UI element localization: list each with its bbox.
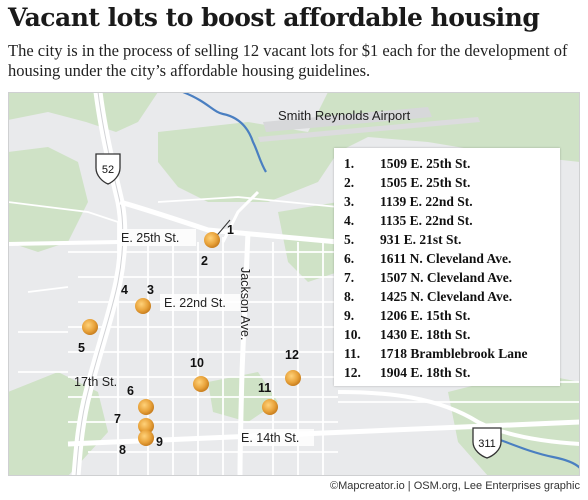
legend-num: 6. <box>344 251 355 266</box>
lot-label-5: 5 <box>78 341 85 355</box>
us52-shield: 52 <box>95 153 121 185</box>
map-credit: ©Mapcreator.io | OSM.org, Lee Enterprise… <box>329 480 580 492</box>
legend-num: 1. <box>344 156 355 171</box>
lot-marker-5 <box>82 319 98 335</box>
legend-num: 8. <box>344 289 355 304</box>
legend-row-5: 5. 931 E. 21st St. <box>344 232 461 251</box>
legend-address: 1425 N. Cleveland Ave. <box>380 289 513 304</box>
lot-label-3: 3 <box>147 283 154 297</box>
legend-num: 7. <box>344 270 355 285</box>
airport-label: Smith Reynolds Airport <box>278 108 411 123</box>
graphic-subtitle: The city is in the process of selling 12… <box>8 41 568 80</box>
lot-marker-11 <box>262 399 278 415</box>
lot-marker-7 <box>138 418 154 434</box>
lot-label-7: 7 <box>114 412 121 426</box>
lot-label-10: 10 <box>190 356 204 370</box>
legend-address: 1718 Bramblebrook Lane <box>380 346 528 361</box>
legend-row-11: 11. 1718 Bramblebrook Lane <box>344 346 528 365</box>
street-label-jackson: Jackson Ave. <box>238 267 252 340</box>
legend-row-4: 4. 1135 E. 22nd St. <box>344 213 473 232</box>
lot-marker-12 <box>285 370 301 386</box>
legend-row-7: 7. 1507 N. Cleveland Ave. <box>344 270 512 289</box>
legend-row-6: 6. 1611 N. Cleveland Ave. <box>344 251 511 270</box>
legend-address: 1509 E. 25th St. <box>380 156 471 171</box>
legend-address: 1139 E. 22nd St. <box>380 194 473 209</box>
lot-marker-1-2 <box>204 232 220 248</box>
legend-row-3: 3. 1139 E. 22nd St. <box>344 194 473 213</box>
graphic-title: Vacant lots to boost affordable housing <box>8 3 540 32</box>
lot-label-4: 4 <box>121 283 128 297</box>
legend-address: 1505 E. 25th St. <box>380 175 471 190</box>
lot-label-11: 11 <box>258 381 271 395</box>
legend-row-2: 2. 1505 E. 25th St. <box>344 175 470 194</box>
legend-num: 10. <box>344 327 361 342</box>
legend-num: 2. <box>344 175 355 190</box>
legend-num: 4. <box>344 213 355 228</box>
lot-label-9: 9 <box>156 435 163 449</box>
us311-shield: 311 <box>472 427 502 459</box>
legend-row-8: 8. 1425 N. Cleveland Ave. <box>344 289 512 308</box>
lot-label-1: 1 <box>227 223 234 237</box>
lot-marker-3-4 <box>135 298 151 314</box>
airport-runway <box>258 107 480 142</box>
legend-row-1: 1. 1509 E. 25th St. <box>344 156 470 175</box>
legend-row-12: 12. 1904 E. 18th St. <box>344 365 470 384</box>
lot-marker-10 <box>193 376 209 392</box>
legend-address: 1611 N. Cleveland Ave. <box>380 251 512 266</box>
legend-num: 9. <box>344 308 355 323</box>
lot-legend: 1. 1509 E. 25th St. 2. 1505 E. 25th St. 3.… <box>334 148 560 386</box>
lot-label-8: 8 <box>119 443 126 457</box>
legend-num: 12. <box>344 365 361 380</box>
lot-marker-8-9 <box>138 430 154 446</box>
street-label-14th: E. 14th St. <box>241 431 299 445</box>
street-label-17th: 17th St. <box>74 375 117 389</box>
street-label-25th: E. 25th St. <box>121 231 179 245</box>
legend-row-9: 9. 1206 E. 15th St. <box>344 308 470 327</box>
legend-num: 3. <box>344 194 355 209</box>
legend-num: 5. <box>344 232 355 247</box>
legend-address: 1135 E. 22nd St. <box>380 213 473 228</box>
us52-shield-label: 52 <box>102 164 114 176</box>
street-label-22nd: E. 22nd St. <box>164 296 226 310</box>
lot-label-2: 2 <box>201 254 208 268</box>
lot-marker-6 <box>138 399 154 415</box>
legend-row-10: 10. 1430 E. 18th St. <box>344 327 470 346</box>
legend-address: 1904 E. 18th St. <box>380 365 471 380</box>
legend-address: 1206 E. 15th St. <box>380 308 471 323</box>
legend-address: 1507 N. Cleveland Ave. <box>380 270 513 285</box>
lot-label-6: 6 <box>127 384 134 398</box>
lot-label-12: 12 <box>285 348 299 362</box>
legend-address: 931 E. 21st St. <box>380 232 462 247</box>
us311-shield-label: 311 <box>478 438 496 450</box>
legend-num: 11. <box>344 346 361 361</box>
lot-markers <box>82 232 301 446</box>
legend-address: 1430 E. 18th St. <box>380 327 471 342</box>
